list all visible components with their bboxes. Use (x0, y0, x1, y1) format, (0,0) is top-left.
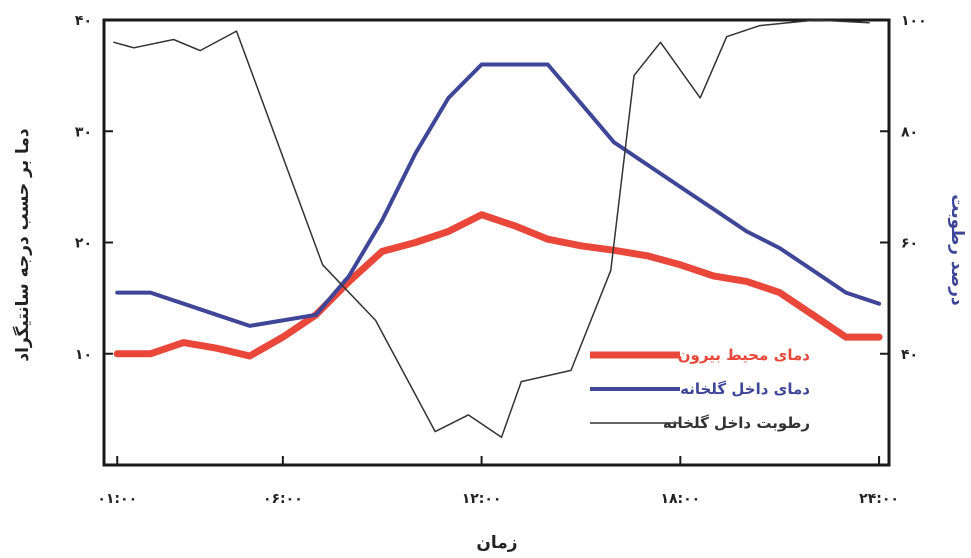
legend-label: دمای محیط بیرون (678, 346, 811, 364)
series-layer (113, 19, 883, 438)
x-tick-label: ۰۱:۰۰ (97, 491, 137, 507)
right-axis: ۴۰ ۶۰ ۸۰ ۱۰۰ (880, 13, 927, 363)
left-tick-label: ۱۰ (75, 347, 92, 363)
left-tick-label: ۲۰ (75, 236, 92, 252)
legend-item-greenhouse-temperature: دمای داخل گلخانه (590, 380, 810, 398)
x-tick-label: ۱۸:۰۰ (660, 491, 700, 507)
outside-temperature-line (113, 211, 883, 360)
right-tick-label: ۶۰ (901, 236, 918, 252)
greenhouse-temperature-line (115, 62, 882, 328)
left-axis-title: دما بر حسب درجه سانتیگراد (12, 128, 33, 362)
x-tick-label: ۰۶:۰۰ (263, 491, 303, 507)
x-tick-label: ۱۲:۰۰ (462, 491, 502, 507)
right-axis-title: درصد رطوبت (947, 194, 967, 306)
x-axis-title: زمان (476, 533, 517, 553)
legend-item-greenhouse-humidity: رطوبت داخل گلخانه (590, 414, 810, 432)
left-tick-label: ۴۰ (75, 13, 92, 29)
x-axis: ۰۱:۰۰ ۰۶:۰۰ ۱۲:۰۰ ۱۸:۰۰ ۲۴:۰۰ (97, 456, 899, 507)
right-tick-label: ۸۰ (901, 124, 918, 140)
greenhouse-humidity-line (113, 19, 870, 438)
right-tick-label: ۴۰ (901, 347, 918, 363)
right-tick-label: ۱۰۰ (901, 13, 927, 29)
legend-item-outside-temperature: دمای محیط بیرون (590, 346, 810, 364)
legend-label: رطوبت داخل گلخانه (663, 414, 810, 432)
x-tick-label: ۲۴:۰۰ (859, 491, 899, 507)
legend: دمای محیط بیرون دمای داخل گلخانه رطوبت داخ… (590, 346, 810, 432)
left-axis: ۱۰ ۲۰ ۳۰ ۴۰ (75, 13, 113, 363)
legend-label: دمای داخل گلخانه (680, 380, 810, 398)
left-tick-label: ۳۰ (75, 124, 92, 140)
